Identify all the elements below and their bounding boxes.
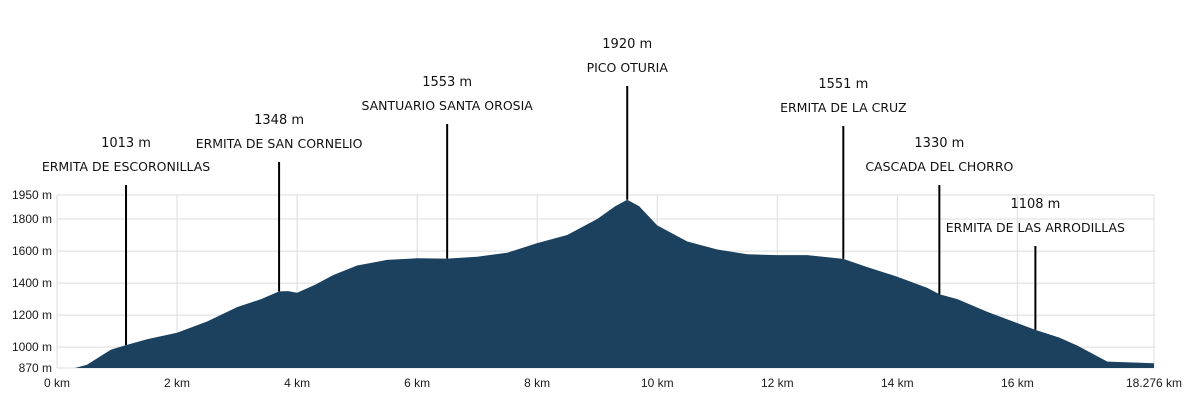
elevation-area-path [57,199,1154,368]
landmark-name-label: ERMITA DE SAN CORNELIO [196,136,363,151]
x-tick-label: 14 km [881,376,914,390]
landmark-name-label: ERMITA DE ESCORONILLAS [42,159,210,174]
x-tick-label: 12 km [761,376,794,390]
landmark-elevation-label: 1553 m [422,75,472,90]
landmark-elevation-label: 1348 m [254,113,304,128]
y-tick-label: 1400 m [12,276,52,290]
elevation-area [57,199,1154,368]
x-tick-label: 10 km [641,376,674,390]
x-tick-label: 18.276 km [1126,376,1182,390]
x-tick-label: 16 km [1001,376,1034,390]
y-tick-label: 1000 m [12,340,52,354]
landmark-name-label: PICO OTURIA [587,60,669,75]
landmark-name-label: SANTUARIO SANTA OROSIA [361,98,533,113]
x-tick-label: 8 km [524,376,550,390]
y-tick-label: 870 m [19,361,52,375]
landmark-name-label: ERMITA DE LAS ARRODILLAS [946,220,1125,235]
landmark-elevation-label: 1920 m [602,37,652,52]
x-tick-label: 0 km [44,376,70,390]
landmark-name-label: CASCADA DEL CHORRO [865,159,1013,174]
landmark-name-label: ERMITA DE LA CRUZ [780,100,906,115]
y-tick-label: 1200 m [12,308,52,322]
y-tick-label: 1600 m [12,244,52,258]
landmark-elevation-label: 1108 m [1010,197,1060,212]
x-tick-label: 6 km [404,376,430,390]
landmark-annotations: 1013 m ERMITA DE ESCORONILLAS 1348 m ERMITA… [42,37,1125,346]
x-tick-label: 4 km [284,376,310,390]
landmark-elevation-label: 1013 m [101,136,151,151]
y-tick-label: 1800 m [12,212,52,226]
y-tick-label: 1950 m [12,188,52,202]
landmark-elevation-label: 1551 m [818,77,868,92]
axes: 870 m 1000 m 1200 m 1400 m 1600 m 1800 m 1950 … [12,188,1182,390]
x-tick-label: 2 km [164,376,190,390]
landmark-elevation-label: 1330 m [914,136,964,151]
